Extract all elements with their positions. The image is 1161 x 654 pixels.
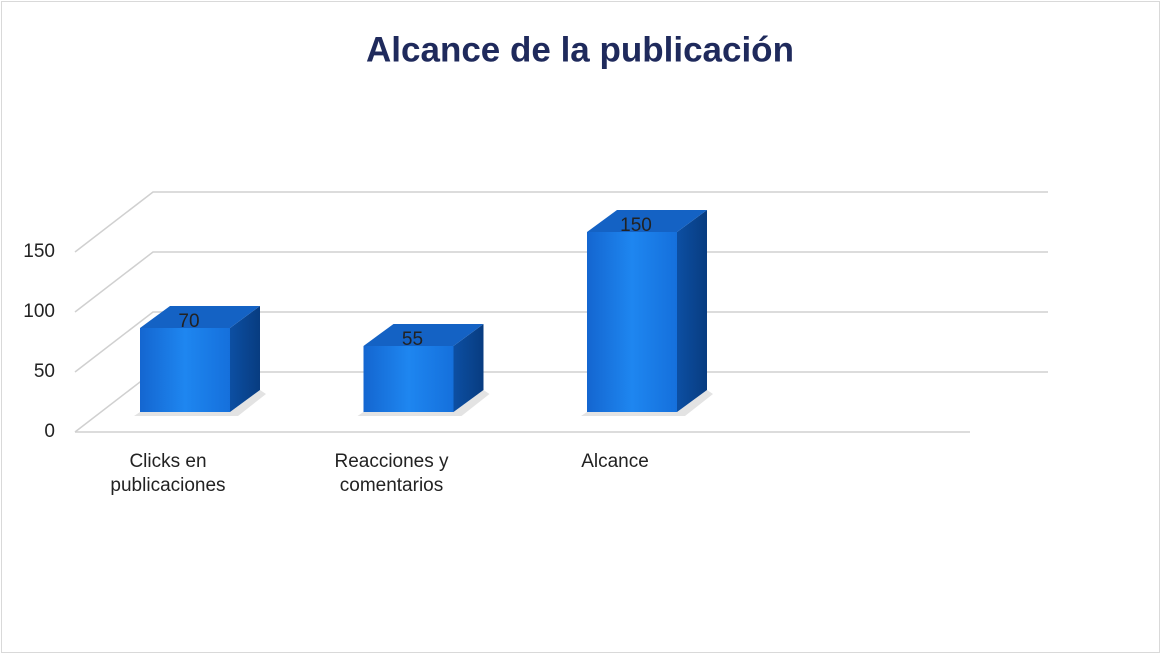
y-tick-label: 50 — [34, 361, 55, 382]
bar-shadow — [357, 390, 490, 416]
grid-line — [74, 251, 1048, 313]
bar-face — [587, 232, 677, 412]
value-label: 55 — [402, 329, 423, 350]
y-tick-label: 0 — [44, 421, 55, 442]
bar-face — [140, 306, 260, 328]
value-label: 150 — [620, 215, 652, 236]
x-tick-label: Clicks en publicaciones — [110, 451, 226, 496]
bar — [587, 210, 707, 412]
bar — [363, 324, 484, 412]
x-tick-label: Reacciones y comentarios — [334, 451, 449, 496]
y-tick-label: 100 — [23, 301, 55, 322]
bar-face — [230, 306, 260, 412]
bar-shadow — [134, 390, 266, 416]
bar-shadow — [581, 390, 713, 416]
chart-title: Alcance de la publicación — [366, 30, 794, 69]
y-tick-label: 150 — [23, 241, 55, 262]
grid-line — [74, 311, 1048, 373]
bar — [140, 306, 260, 412]
bar-face — [140, 328, 230, 412]
value-label: 70 — [178, 311, 199, 332]
x-tick-label: Alcance — [581, 451, 649, 472]
grid-line — [74, 191, 1048, 253]
bar-face — [363, 346, 454, 412]
bar-face — [363, 324, 484, 346]
bar-face — [587, 210, 707, 232]
bar-face — [677, 210, 707, 412]
bar-face — [453, 324, 484, 412]
